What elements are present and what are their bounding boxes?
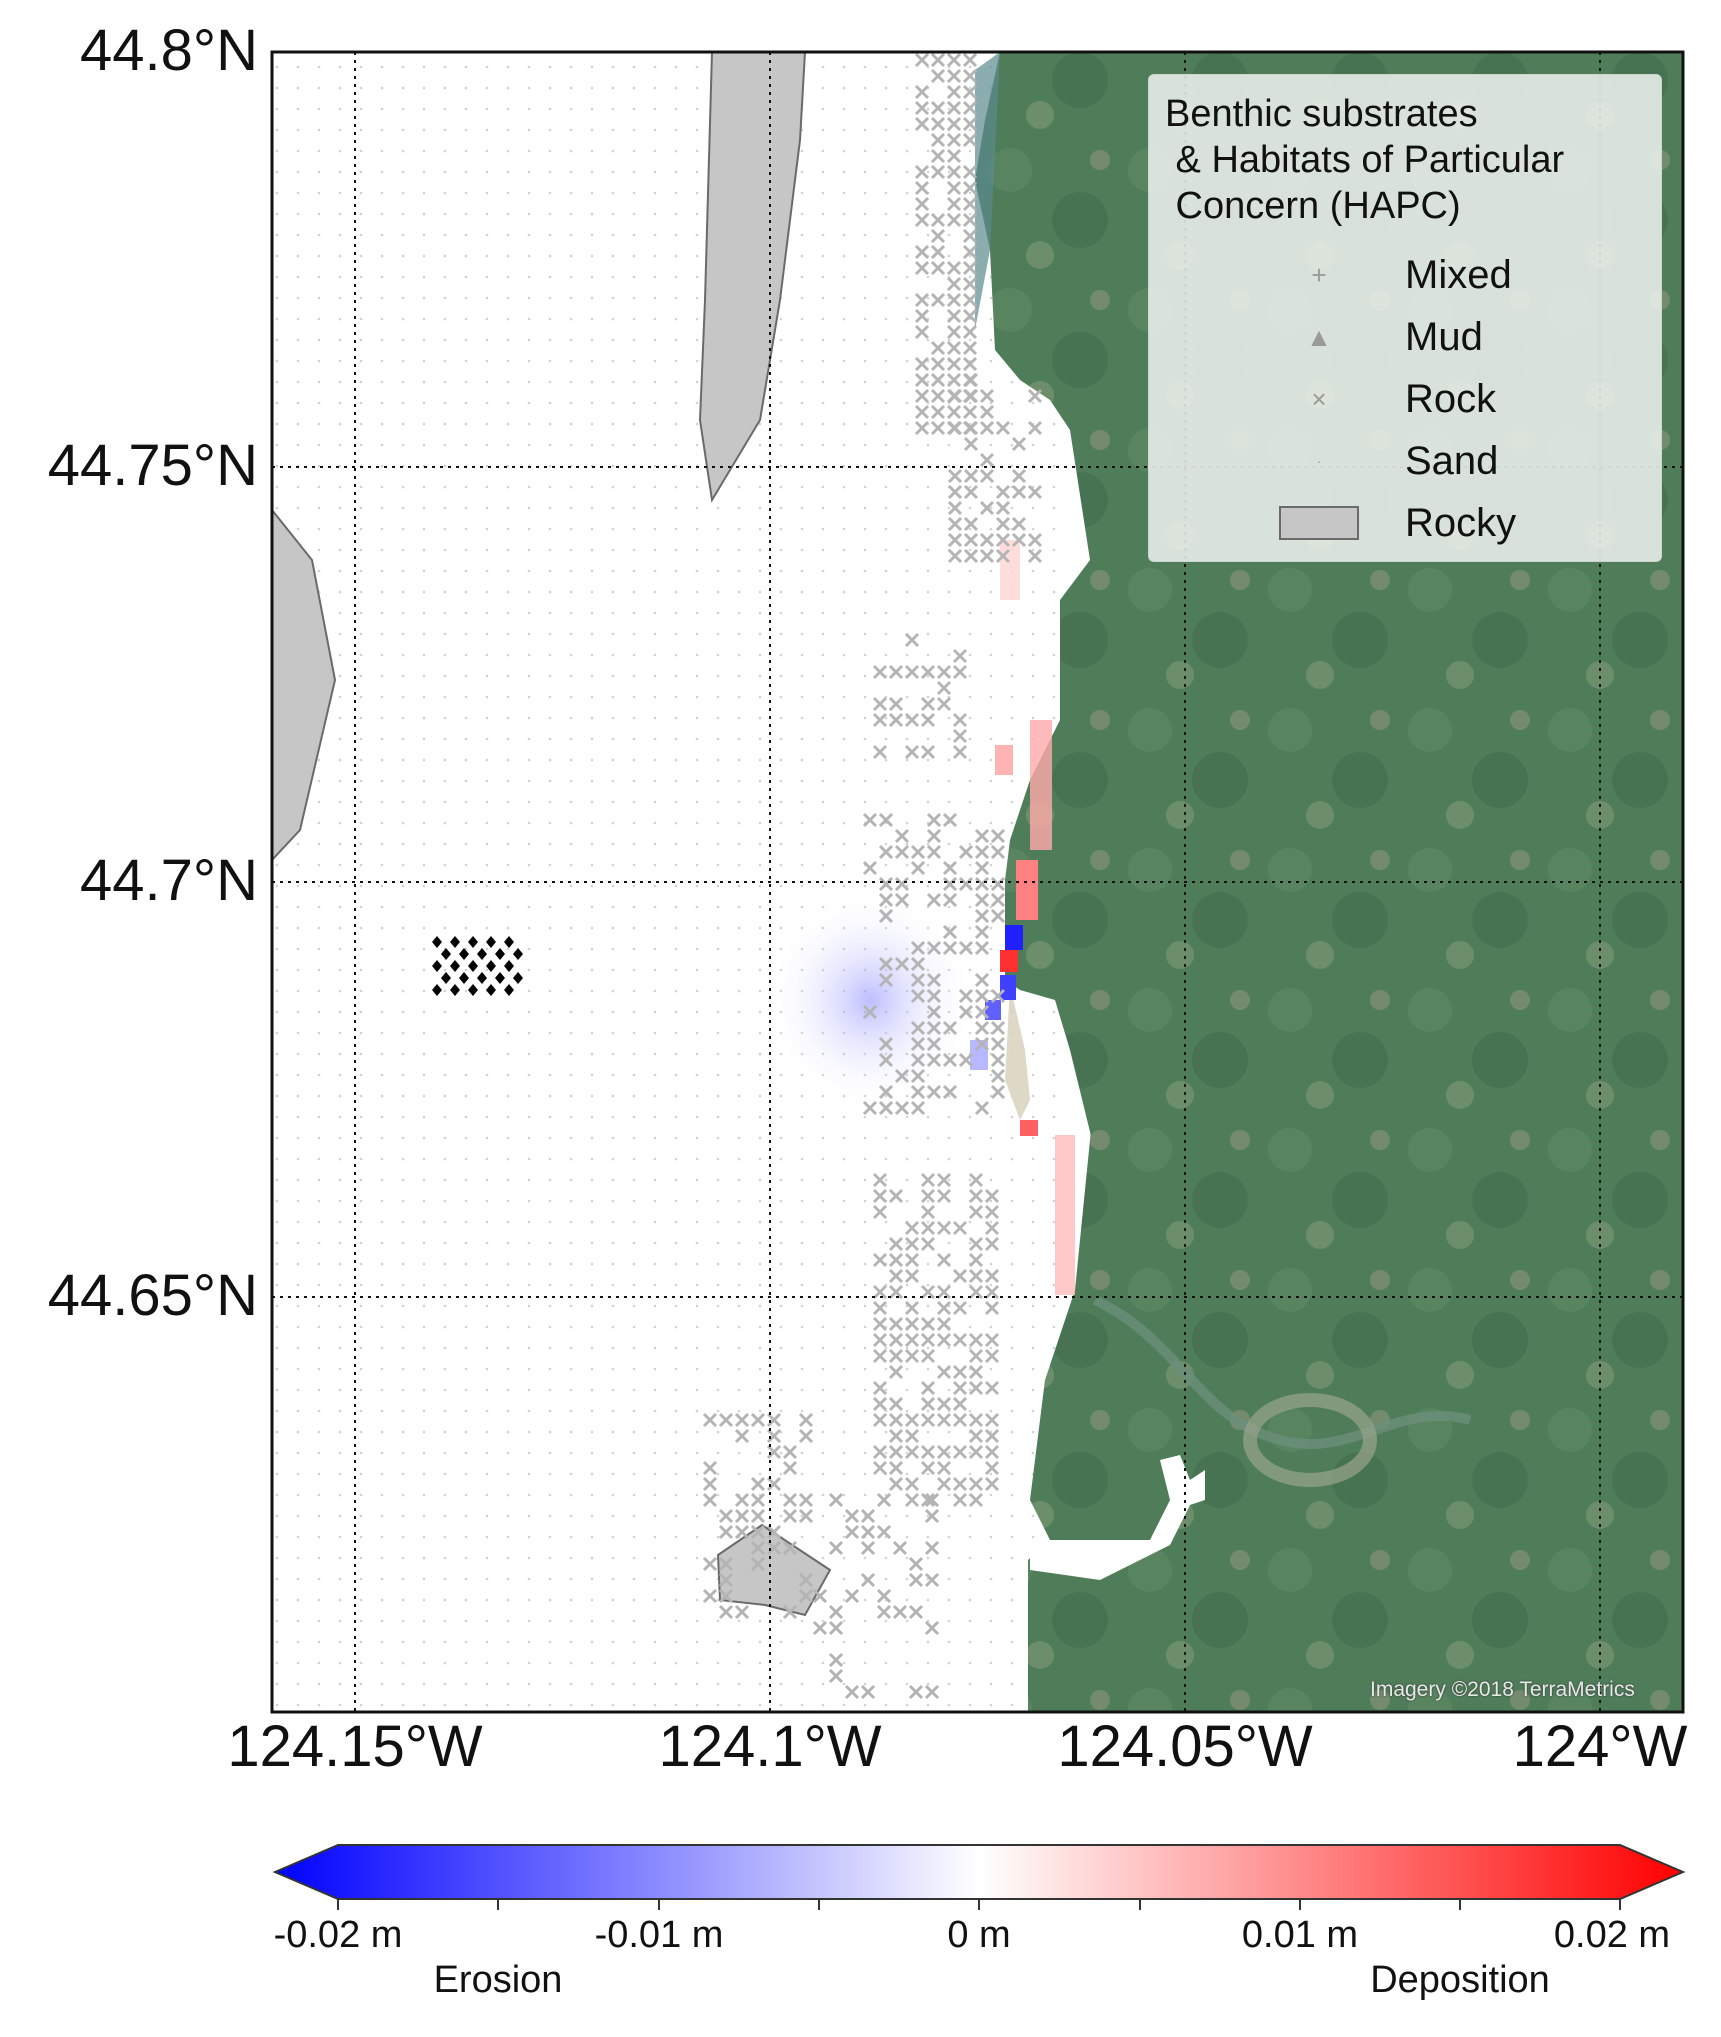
colorbar-tick-label: -0.02 m [273, 1914, 403, 1956]
lat-label-44-8: 44.8°N [80, 18, 258, 83]
colorbar-tick-label: 0 m [947, 1914, 1011, 1956]
coastal-water [975, 52, 1000, 330]
rock-substrate-markers [702, 52, 1043, 1700]
colorbar-tick-label: -0.01 m [594, 1914, 724, 1956]
lat-label-44-7: 44.7°N [80, 848, 258, 913]
imagery-credit: Imagery ©2018 TerraMetrics [1370, 1678, 1635, 1701]
legend-label-mud: Mud [1405, 315, 1483, 359]
colorbar [272, 1844, 1686, 1910]
legend-title: Benthic substrates & Habitats of Particu… [1165, 93, 1565, 227]
x-marker-icon: × [1311, 383, 1327, 414]
legend-item-mixed: + Mixed [1149, 245, 1661, 305]
legend-label-sand: Sand [1405, 439, 1499, 483]
legend-item-mud: ▲ Mud [1149, 307, 1661, 367]
rocky-habitat-polygon [698, 52, 807, 503]
plus-marker-icon: + [1311, 259, 1327, 290]
legend-item-rock: × Rock [1149, 369, 1661, 429]
estuary-river [1092, 1295, 1472, 1450]
colorbar-erosion-label: Erosion [433, 1959, 563, 2001]
legend: Benthic substrates & Habitats of Particu… [1148, 74, 1662, 562]
lon-label-124-05: 124.05°W [1057, 1714, 1313, 1779]
legend-item-rocky: Rocky [1149, 493, 1661, 553]
colorbar-tick-label: 0.02 m [1553, 1914, 1671, 1956]
river-meander [1243, 1393, 1377, 1487]
legend-item-sand: · Sand [1149, 431, 1661, 491]
lon-label-124-15: 124.15°W [227, 1714, 483, 1779]
polygon-swatch-icon [1279, 493, 1359, 553]
lon-label-124-1: 124.1°W [658, 1714, 882, 1779]
lat-label-44-65: 44.65°N [47, 1263, 258, 1328]
rocky-habitat-polygon [272, 508, 337, 862]
masked-channel [1030, 1455, 1205, 1580]
map-frame [270, 50, 1685, 1714]
legend-label-rock: Rock [1405, 377, 1497, 421]
triangle-marker-icon: ▲ [1306, 321, 1332, 352]
legend-label-rocky: Rocky [1405, 501, 1517, 545]
lat-label-44-75: 44.75°N [47, 433, 258, 498]
map-gridlines [272, 52, 1683, 1712]
beach [1005, 985, 1030, 1120]
lon-label-124: 124°W [1512, 1714, 1688, 1779]
colorbar-tick-label: 0.01 m [1241, 1914, 1359, 1956]
legend-label-mixed: Mixed [1405, 253, 1512, 297]
dot-marker-icon: · [1316, 453, 1322, 469]
colorbar-deposition-label: Deposition [1370, 1959, 1550, 2001]
sampling-points-cluster [432, 936, 523, 996]
